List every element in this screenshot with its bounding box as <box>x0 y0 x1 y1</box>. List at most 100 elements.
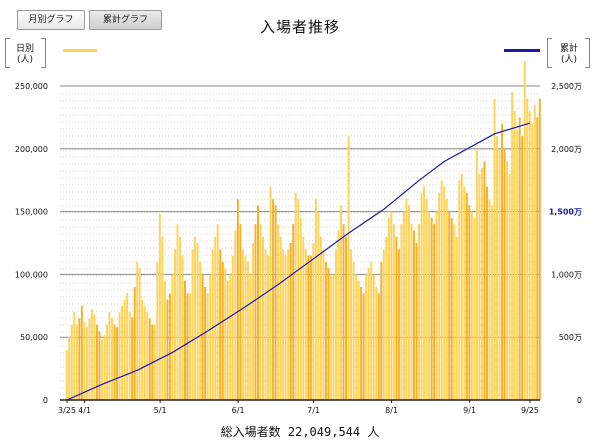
daily-bar <box>90 309 93 400</box>
daily-bar <box>282 249 285 400</box>
daily-bar <box>219 249 222 400</box>
daily-bar <box>347 136 350 401</box>
left-axis-label-line2: (人) <box>16 55 34 65</box>
daily-bar <box>272 199 275 400</box>
daily-bar <box>113 324 116 400</box>
daily-bar <box>372 274 375 400</box>
daily-bar <box>226 280 229 400</box>
daily-bar <box>302 236 305 400</box>
daily-bar <box>465 192 468 400</box>
daily-bar <box>365 274 368 400</box>
daily-bar <box>402 211 405 400</box>
daily-bar <box>78 318 81 400</box>
x-tick-label: 9/25 <box>521 406 539 415</box>
daily-bar <box>335 249 337 400</box>
right-axis-label-line1: 累計 <box>559 44 578 54</box>
daily-bar <box>430 217 433 400</box>
x-tick-label: 9/1 <box>463 406 476 415</box>
daily-bar <box>400 224 403 400</box>
right-tick-label: 2,500万 <box>551 82 582 91</box>
daily-bar <box>111 318 114 400</box>
daily-bar <box>73 312 76 400</box>
daily-bar <box>204 286 207 400</box>
daily-bar <box>360 286 363 400</box>
daily-bar <box>458 180 461 400</box>
daily-bar <box>455 236 458 400</box>
daily-bar <box>214 236 217 400</box>
daily-bar <box>521 136 524 401</box>
daily-bar <box>483 161 486 400</box>
daily-bar <box>480 167 483 400</box>
left-tick-label: 150,000 <box>15 208 48 217</box>
daily-bar <box>508 173 511 400</box>
daily-bar <box>448 211 451 400</box>
daily-bar <box>375 286 378 400</box>
daily-bar <box>498 148 501 400</box>
daily-bar <box>136 261 139 400</box>
daily-bar <box>523 60 526 400</box>
daily-bar <box>536 117 539 401</box>
daily-bar <box>425 199 428 400</box>
daily-bar <box>279 236 282 400</box>
daily-bar <box>501 123 504 401</box>
daily-bar <box>513 111 516 401</box>
daily-bar <box>491 205 493 400</box>
x-tick-label: 8/1 <box>385 406 398 415</box>
daily-bar <box>387 217 390 400</box>
daily-bar <box>241 249 244 400</box>
daily-bar <box>299 217 302 400</box>
daily-bar <box>191 249 194 400</box>
daily-bar <box>103 334 106 400</box>
daily-bar <box>355 274 358 400</box>
daily-bar <box>531 123 534 401</box>
daily-bar <box>435 211 438 400</box>
left-axis-label-line1: 日別 <box>15 44 34 54</box>
graph-tabs: 月別グラフ 累計グラフ <box>0 0 599 34</box>
x-tick-label: 4/1 <box>78 406 91 415</box>
daily-bar <box>423 186 426 400</box>
daily-bar <box>189 293 192 400</box>
daily-bar <box>410 224 413 400</box>
daily-bar <box>294 192 297 400</box>
daily-bar <box>493 98 496 400</box>
daily-bar <box>85 327 88 400</box>
left-tick-label: 50,000 <box>20 333 48 342</box>
daily-bar <box>156 261 159 400</box>
daily-bar <box>83 322 86 400</box>
tab-monthly-graph[interactable]: 月別グラフ <box>17 10 85 30</box>
daily-bar <box>93 314 96 400</box>
daily-bar <box>284 255 287 400</box>
daily-bar <box>314 199 317 400</box>
daily-bar <box>274 205 277 400</box>
daily-bar <box>367 268 370 400</box>
total-value: 22,049,544 <box>287 425 361 439</box>
daily-bar <box>264 249 267 400</box>
daily-bar <box>420 192 423 400</box>
right-axis-label-line2: (人) <box>560 55 578 65</box>
daily-bar <box>176 224 179 400</box>
daily-bar <box>128 312 131 400</box>
daily-bar <box>267 255 270 400</box>
daily-bar <box>161 236 164 400</box>
daily-bar <box>450 217 453 400</box>
daily-bar <box>460 173 463 400</box>
daily-bar <box>246 261 249 400</box>
daily-bar <box>133 286 136 400</box>
daily-bar <box>126 293 129 400</box>
daily-bar <box>324 261 327 400</box>
daily-bar <box>392 224 395 400</box>
daily-bar <box>377 293 380 400</box>
tab-cumulative-graph[interactable]: 累計グラフ <box>89 10 162 30</box>
daily-bar <box>249 274 252 400</box>
daily-bar <box>292 224 295 400</box>
total-visitors: 総入場者数 22,049,544 人 <box>160 423 440 440</box>
daily-bar <box>181 255 184 400</box>
right-tick-label: 1,000万 <box>551 270 582 279</box>
daily-bar <box>163 280 166 400</box>
daily-bar <box>440 180 443 400</box>
daily-bar <box>516 129 519 400</box>
total-label: 総入場者数 <box>220 425 281 439</box>
daily-bar <box>526 98 529 400</box>
daily-bar <box>106 324 108 400</box>
right-tick-label: 500万 <box>559 333 582 342</box>
